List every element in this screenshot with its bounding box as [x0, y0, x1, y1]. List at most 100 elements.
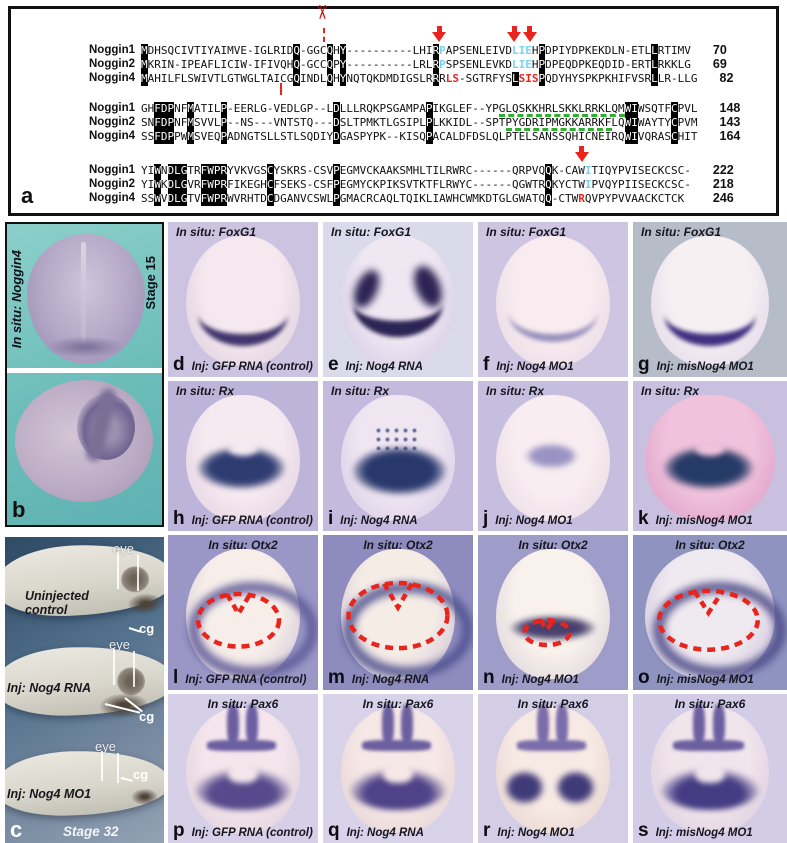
alignment-row-noggin4: Noggin4 SSFDPPWMSVEQPADNGTSLLSTLSQDIYDGAS… [89, 129, 741, 144]
eye-tick [101, 751, 103, 781]
panel-e: In situ: FoxG1 e Inj: Nog4 RNA [323, 222, 473, 377]
residue-number: 246 [712, 191, 734, 205]
panel-caption: s Inj: misNog4 MO1 [638, 820, 753, 842]
embryo [496, 707, 610, 833]
panel-l: In situ: Otx2 l Inj: GFP RNA (control) [168, 535, 318, 690]
injection-label: Inj: misNog4 MO1 [656, 674, 754, 686]
panel-letter-m: m [328, 667, 345, 688]
in-situ-gene-header: In situ: FoxG1 [641, 225, 722, 239]
residue-number: 164 [719, 129, 741, 143]
in-situ-gene-header: In situ: Otx2 [208, 538, 278, 552]
panel-letter-r: r [483, 820, 491, 841]
panel-caption: k Inj: misNog4 MO1 [638, 508, 753, 530]
expression-stain [556, 704, 568, 745]
alignment-row-noggin2: Noggin2 MKRIN-IPEAFLICIW-IFIVQHQ-GCCQPY--… [89, 57, 740, 72]
cleavage-site-dashed-line [280, 83, 283, 95]
in-situ-gene-header: In situ: Pax6 [207, 697, 279, 711]
in-situ-gene-header: In situ: Rx [331, 384, 390, 398]
conserved-domain-underline [499, 113, 625, 117]
residue-number: 70 [712, 43, 727, 57]
panel-caption: p Inj: GFP RNA (control) [173, 820, 313, 842]
panel-letter-e: e [328, 354, 339, 375]
inj-nog4-mo1-label: Inj: Nog4 MO1 [7, 787, 92, 801]
expression-stain [401, 704, 413, 745]
expression-stain [653, 581, 786, 678]
expression-stain [198, 281, 288, 346]
alignment-row-noggin4: Noggin4 SSWVDLGTVFWPRWVRHTDCDGANVCSWLPGMA… [89, 191, 740, 206]
stage-15-label: Stage 15 [143, 256, 158, 310]
residue-number: 143 [719, 115, 741, 129]
sequence-residues: SSFDPPWMSVEQPADNGTSLLSTLSQDIYDGASPYPK--K… [141, 130, 698, 144]
injection-label: Inj: GFP RNA (control) [191, 361, 313, 373]
in-situ-gene-header: In situ: Otx2 [518, 538, 588, 552]
injection-label: Inj: GFP RNA (control) [191, 827, 313, 839]
panel-letter-o: o [638, 667, 650, 688]
panel-d: In situ: FoxG1 d Inj: GFP RNA (control) [168, 222, 318, 377]
panel-caption: f Inj: Nog4 MO1 [483, 354, 574, 376]
alignment-row-noggin1: Noggin1 MDHSQCIVTIYAIMVE-IGLRIDQ-GGCQHY--… [89, 43, 740, 58]
eye-label: eye [109, 637, 130, 652]
panel-i: In situ: Rx i Inj: Nog4 RNA [323, 381, 473, 531]
expression-stain [226, 704, 239, 745]
injection-label: Inj: Nog4 RNA [346, 827, 424, 839]
red-arrow-icon [432, 26, 447, 42]
panel-a-alignment: Noggin1 MDHSQCIVTIYAIMVE-IGLRIDQ-GGCQHY--… [8, 5, 779, 216]
cg-label: cg [133, 767, 149, 782]
eye-label: eye [113, 541, 134, 556]
sequence-name: Noggin1 [89, 102, 135, 114]
cg-label: cg [139, 621, 155, 636]
panel-caption: o Inj: misNog4 MO1 [638, 667, 754, 689]
expression-stain [536, 704, 549, 745]
injection-label: Inj: GFP RNA (control) [185, 674, 307, 686]
alignment-block-2: Noggin1 GHFDPNFMATILP-EERLG-VEDLGP--LDLLL… [89, 101, 741, 144]
panel-j: In situ: Rx j Inj: Nog4 MO1 [478, 381, 628, 531]
injection-label: Inj: Nog4 MO1 [501, 674, 579, 686]
tadpole-nog4-mo1 [5, 747, 164, 819]
red-dashed-outline [656, 588, 760, 652]
in-situ-gene-header: In situ: Rx [176, 384, 235, 398]
uninjected-control-label: Uninjected control [25, 589, 89, 617]
injection-label: Inj: Nog4 MO1 [495, 515, 573, 527]
alignment-row-noggin4: Noggin4 MAHILFLSWIVTLGTWGLTAICGQINDLQHYNQ… [89, 71, 740, 86]
sequence-residues: MKRIN-IPEAFLICIW-IFIVQHQ-GCCQPY---------… [141, 58, 691, 72]
residue-number: 82 [719, 71, 734, 85]
in-situ-gene-header: In situ: Otx2 [363, 538, 433, 552]
panel-letter-q: q [328, 820, 340, 841]
panel-caption: l Inj: GFP RNA (control) [173, 667, 306, 689]
panel-q: In situ: Pax6 q Inj: Nog4 RNA [323, 694, 473, 843]
alignment-block-1: Noggin1 MDHSQCIVTIYAIMVE-IGLRIDQ-GGCQHY--… [89, 5, 740, 95]
panel-letter-i: i [328, 508, 334, 529]
embryo [496, 548, 610, 680]
panel-caption: m Inj: Nog4 RNA [328, 667, 429, 689]
injection-label: Inj: misNog4 MO1 [655, 515, 753, 527]
red-dashed-outline [195, 591, 282, 649]
sequence-residues: SSWVDLGTVFWPRWVRHTDCDGANVCSWLPGMACRCAQLT… [141, 192, 685, 206]
expression-stain [694, 762, 726, 784]
panel-caption: r Inj: Nog4 MO1 [483, 820, 575, 842]
panel-caption: q Inj: Nog4 RNA [328, 820, 424, 842]
panel-caption: e Inj: Nog4 RNA [328, 354, 423, 376]
expression-stain [374, 426, 419, 450]
panel-k: In situ: Rx k Inj: misNog4 MO1 [633, 381, 787, 531]
alignment-row-noggin1: Noggin1 YIWNDLGTRFWPRYVKVGSCYSKRS-CSVPEGM… [89, 163, 740, 178]
panel-letter-n: n [483, 667, 495, 688]
panel-caption: i Inj: Nog4 RNA [328, 508, 418, 530]
panel-h: In situ: Rx h Inj: GFP RNA (control) [168, 381, 318, 531]
in-situ-gene-header: In situ: FoxG1 [331, 225, 412, 239]
sequence-name: Noggin1 [89, 44, 135, 56]
sequence-name: Noggin4 [89, 130, 135, 142]
injection-label: Inj: Nog4 RNA [351, 674, 430, 686]
alignment-row-noggin2: Noggin2 SNFDPNFMSVVLP--NS---VNTSTQ---DSLT… [89, 115, 741, 131]
expression-stain [694, 441, 726, 456]
panel-o: In situ: Otx2 o Inj: misNog4 MO1 [633, 535, 787, 690]
red-arrow-icon [507, 26, 522, 42]
panel-letter-a: a [21, 183, 34, 208]
expression-stain [517, 740, 586, 751]
panel-letter-k: k [638, 508, 649, 529]
panel-caption: g Inj: misNog4 MO1 [638, 354, 754, 376]
expression-stain [505, 771, 544, 805]
panel-caption: h Inj: GFP RNA (control) [173, 508, 313, 530]
expression-stain [207, 740, 276, 751]
panel-g: In situ: FoxG1 g Inj: misNog4 MO1 [633, 222, 787, 377]
eye-tick [137, 555, 139, 591]
